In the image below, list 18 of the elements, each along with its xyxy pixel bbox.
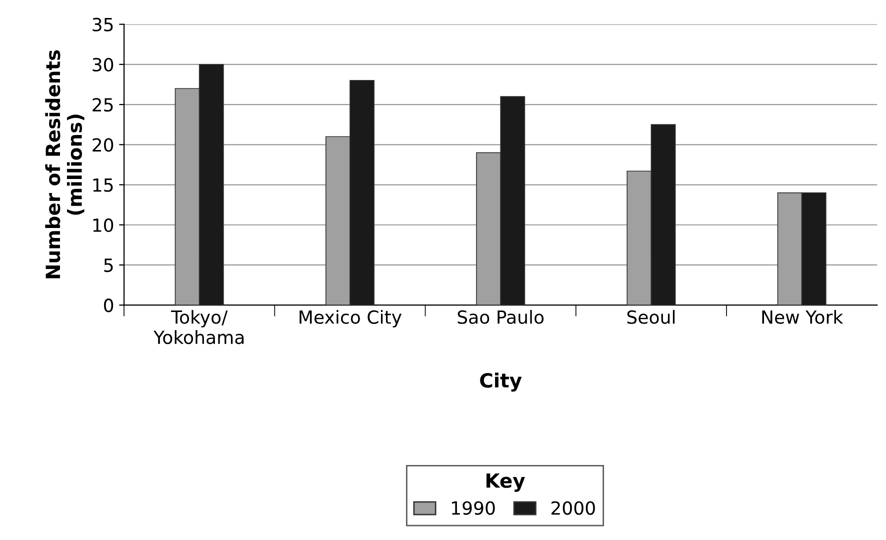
y-tick-label: 0 [104, 298, 114, 312]
x-tick-label: Seoul [627, 310, 675, 324]
legend-label: 2000 [551, 501, 595, 515]
y-axis-title: Number of Residents (millions) [45, 50, 84, 278]
x-tick-label: Sao Paulo [458, 310, 544, 324]
legend-title: Key [486, 473, 525, 492]
legend-label: 1990 [452, 501, 495, 515]
y-tick-label: 10 [93, 218, 114, 232]
y-tick-label: 25 [92, 98, 113, 112]
x-axis-title: City [480, 372, 522, 392]
y-tick-label: 20 [92, 138, 114, 152]
y-tick-label: 30 [92, 58, 114, 72]
x-tick-label: Tokyo/ Yokohama [153, 310, 244, 344]
x-tick-label: New York [762, 310, 844, 324]
y-tick-label: 35 [92, 18, 113, 32]
y-tick-label: 5 [104, 258, 113, 272]
y-tick-label: 15 [93, 178, 113, 192]
x-tick-label: Mexico City [300, 310, 402, 328]
